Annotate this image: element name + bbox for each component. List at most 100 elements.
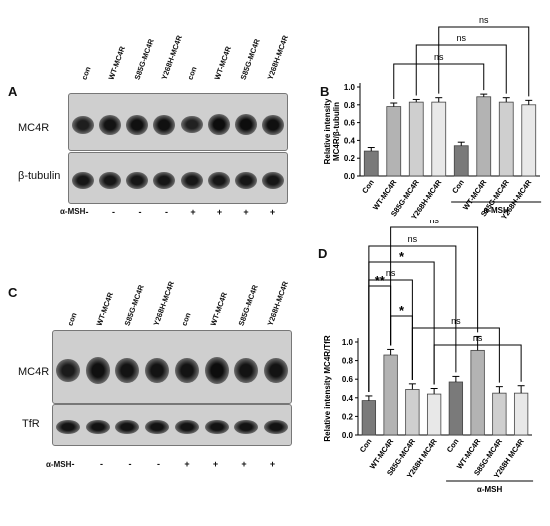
treatment-sign: + [212,459,219,469]
treatment-sign: - [112,207,115,217]
significance-bracket [411,327,500,383]
bar [431,101,447,177]
blot-mc4r-a [68,93,288,151]
significance-label: ns [456,33,466,43]
treatment-sign: - [128,459,132,469]
panel-letter-d: D [318,246,328,261]
western-blot-panel-a: con WT-MC4R S85G-MC4R Y268H-MC4R con WT-MC4R S… [0,0,300,217]
treatment-sign: + [241,459,247,469]
bar [521,104,537,177]
blot-band [204,357,229,385]
significance-bracket [415,44,507,96]
treatment-sign: + [269,459,276,469]
blot-label-tfr-c: TfR [22,418,40,430]
bar [513,392,529,436]
blot-band [145,357,170,384]
treatment-sign: - [157,459,160,469]
significance-label: * [399,249,405,264]
blot-mc4r-c [52,330,292,404]
blot-tfr-c [52,404,292,446]
blot-band [98,171,121,190]
y-tick-label: 0.2 [342,412,354,421]
y-tick-label: 0.4 [344,136,356,145]
significance-label: ns [408,234,418,244]
blot-band [207,114,230,136]
blot-band [98,114,121,135]
blot-band [115,357,140,384]
treatment-sign: - [85,207,89,217]
treatment-sign: - [165,207,168,217]
blot-band [174,357,199,384]
y-tick-label: 1.0 [344,83,356,92]
blot-label-mc4r-a: MC4R [18,122,50,134]
significance-bracket [368,245,457,392]
y-tick-label: 0.2 [344,154,356,163]
blot-band [264,357,289,384]
bar [408,101,424,177]
blot-band [235,171,258,190]
blot-band [153,171,176,190]
significance-label: ns [429,220,439,225]
blot-band [85,419,110,435]
bar [361,400,377,436]
treatment-sign: - [100,459,103,469]
significance-bracket [433,344,522,385]
treatment-sign: - [138,207,142,217]
treatment-sign: - [71,459,75,469]
significance-label: * [399,303,405,318]
y-tick-label: 0.0 [342,431,354,440]
significance-label: ns [451,316,461,326]
x-tick-label: Con [445,437,461,454]
blot-band [207,171,230,190]
y-tick-label: 0.6 [342,375,354,384]
y-tick-label: 0.8 [342,357,354,366]
panel-letter-a: A [8,84,18,99]
treatment-label-a: α-MSH [60,207,86,216]
blot-band [180,171,203,190]
bar [383,354,398,436]
treatment-sign: + [190,207,196,217]
lane-label: con [179,311,193,327]
lane-label: WT-MC4R [208,291,229,327]
blot-band [204,419,229,435]
western-blot-panel-c: con WT-MC4R S85G-MC4R Y268H-MC4R con WT-MC4R S… [18,280,292,469]
panel-letter-b: B [320,84,330,99]
bar [405,389,420,436]
x-tick-label: Con [360,178,376,195]
panel-letter-c: C [8,285,18,300]
lane-label: S85G-MC4R [122,283,146,327]
blot-band [174,419,199,435]
y-tick-label: 0.4 [342,394,354,403]
lane-label: Y268H-MC4R [265,280,290,327]
blot-band [180,116,203,134]
bar [476,96,492,177]
bar [498,101,514,177]
blot-tubulin-a [68,152,288,204]
lane-label: con [65,311,79,327]
y-tick-label: 1.0 [342,338,354,347]
bar-chart-d: 0.0 0.2 0.4 0.6 0.8 1.0 Relative intensity MC4… [323,220,534,494]
blot-band [145,419,170,435]
blot-label-tubulin-a: β-tubulin [18,170,61,182]
treatment-sign: + [269,207,276,217]
lane-label: Y268H-MC4R [151,280,176,327]
y-tick-label: 0.6 [344,119,356,128]
bar [453,145,469,177]
blot-band [126,114,149,135]
blot-band [262,114,285,135]
bar [448,381,464,436]
bar [426,393,442,436]
blot-band [71,171,94,190]
y-axis-label: Relative intensity MC4R/TfR [323,335,332,441]
group-label: α-MSH [483,206,509,215]
lane-label: WT-MC4R [94,291,115,327]
treatment-sign: + [184,459,190,469]
blot-band [262,171,285,190]
blot-band [126,171,149,190]
treatment-sign: + [216,207,223,217]
x-tick-label: Con [450,178,466,195]
significance-label: ns [479,15,489,25]
bar [363,150,379,177]
y-tick-label: 0.8 [344,101,356,110]
